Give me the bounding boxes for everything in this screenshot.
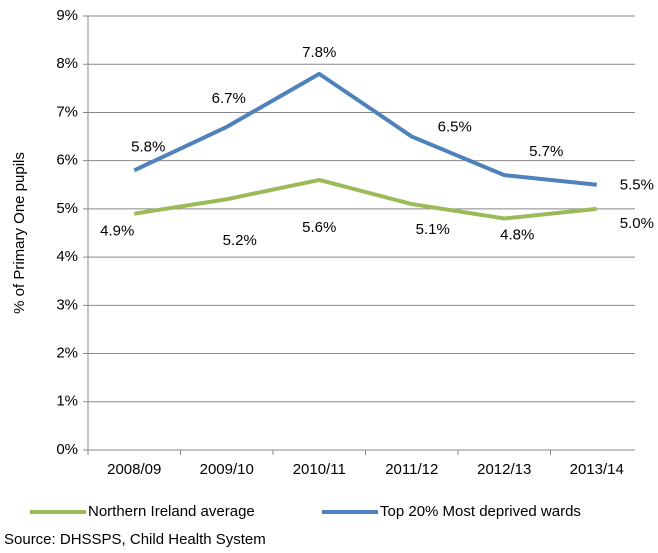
x-tick-label: 2013/14 [570, 461, 624, 478]
x-tick-label: 2011/12 [385, 461, 438, 478]
data-label: 5.2% [223, 232, 257, 249]
data-label: 5.5% [620, 177, 654, 194]
data-label: 5.1% [416, 221, 450, 238]
y-tick-label: 9% [56, 7, 78, 24]
y-tick-label: 4% [56, 248, 78, 265]
x-tick-label: 2009/10 [200, 461, 254, 478]
series-line [133, 177, 597, 221]
data-label: 5.0% [620, 215, 654, 232]
y-tick-label: 2% [56, 345, 78, 362]
data-label: 5.6% [302, 219, 336, 236]
source: Source: DHSSPS, Child Health System [4, 531, 266, 548]
x-tick-label: 2008/09 [107, 461, 161, 478]
data-label: 5.8% [131, 138, 165, 155]
x-tick-label: 2010/11 [293, 461, 346, 478]
data-label: 5.7% [529, 143, 563, 160]
data-label: 6.5% [438, 119, 472, 136]
data-label: 4.8% [500, 227, 534, 244]
data-label: 7.8% [302, 44, 336, 61]
y-axis-label: % of Primary One pupils [11, 152, 28, 314]
data-label: 6.7% [212, 90, 246, 107]
y-tick-label: 8% [56, 55, 78, 72]
series-line [133, 71, 597, 187]
data-label: 4.9% [100, 223, 134, 240]
y-tick-label: 0% [56, 441, 78, 458]
y-tick-label: 1% [56, 393, 78, 410]
legend-label: Northern Ireland average [88, 503, 255, 520]
y-tick-label: 6% [56, 152, 78, 169]
legend-label: Top 20% Most deprived wards [380, 503, 581, 520]
y-tick-label: 7% [56, 103, 78, 120]
y-tick-label: 3% [56, 296, 78, 313]
x-tick-label: 2012/13 [477, 461, 531, 478]
y-tick-label: 5% [56, 200, 78, 217]
